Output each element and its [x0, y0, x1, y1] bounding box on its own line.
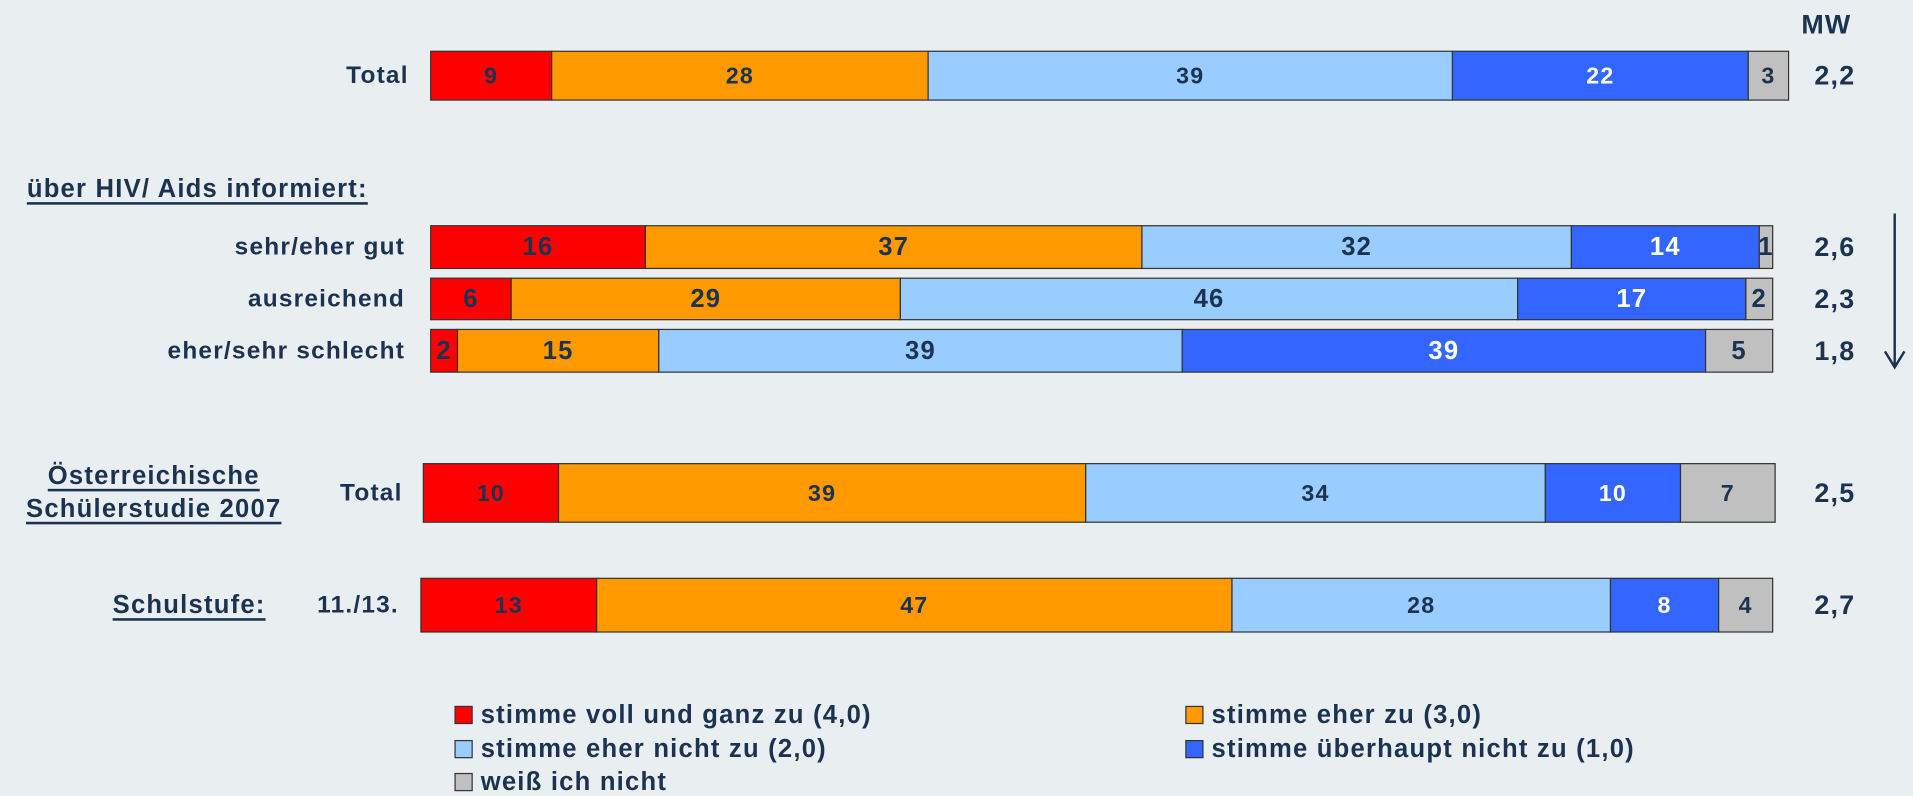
bar-segment	[1758, 225, 1774, 270]
mean-label: 2,2	[1814, 61, 1855, 91]
value-label: 37	[878, 233, 909, 261]
bar-segment	[1231, 577, 1612, 633]
legend-swatch	[454, 772, 473, 792]
legend-swatch	[454, 705, 473, 725]
bar-segment	[1181, 328, 1707, 373]
legend-label: stimme voll und ganz zu (4,0)	[481, 701, 872, 729]
group-label: Schulstufe:	[113, 591, 266, 619]
value-label: 47	[900, 592, 928, 618]
value-label: 17	[1616, 285, 1647, 313]
value-label: 39	[808, 480, 836, 506]
value-label: 13	[495, 592, 523, 618]
mean-label: 2,6	[1814, 232, 1855, 262]
bar-segment	[422, 463, 560, 523]
value-label: 7	[1721, 480, 1735, 506]
bar-segment	[1570, 225, 1760, 270]
bar-segment	[1679, 463, 1776, 523]
value-label: 5	[1731, 337, 1746, 365]
value-label: 8	[1657, 592, 1671, 618]
bar-segment	[430, 225, 647, 270]
value-label: 2	[1752, 285, 1767, 313]
value-label: 16	[523, 233, 554, 261]
value-label: 22	[1586, 63, 1614, 89]
bar-segment	[557, 463, 1087, 523]
legend-label: stimme eher zu (3,0)	[1211, 701, 1482, 729]
mean-label: 2,5	[1814, 478, 1855, 508]
bar-segment	[899, 277, 1519, 321]
value-label: 39	[1176, 63, 1204, 89]
bar-segment	[1609, 577, 1720, 633]
group-label: Schülerstudie 2007	[26, 495, 281, 523]
value-label: 28	[1407, 592, 1435, 618]
category-label: ausreichend	[248, 285, 405, 312]
bar-segment	[596, 577, 1233, 633]
value-label: 4	[1739, 592, 1753, 618]
value-label: 28	[726, 63, 754, 89]
group-label: über HIV/ Aids informiert:	[27, 175, 368, 203]
value-label: 10	[1599, 480, 1627, 506]
legend-swatch	[454, 739, 473, 759]
legend-swatch	[1185, 739, 1204, 759]
category-label: 11./13.	[317, 592, 399, 619]
bar-segment	[1085, 463, 1546, 523]
mean-label: 1,8	[1814, 336, 1855, 366]
bar-segment	[1704, 328, 1774, 373]
bar-segment	[420, 577, 598, 633]
value-label: 34	[1301, 480, 1329, 506]
category-label: eher/sehr schlecht	[168, 337, 406, 364]
bar-segment	[510, 277, 901, 321]
mean-header: MW	[1801, 9, 1851, 39]
legend-label: stimme eher nicht zu (2,0)	[481, 735, 827, 763]
bar-segment	[927, 50, 1454, 101]
value-label: 6	[463, 285, 478, 313]
value-label: 29	[690, 285, 721, 313]
trend-arrow	[1883, 213, 1906, 370]
mean-label: 2,3	[1814, 284, 1855, 314]
bar-segment	[551, 50, 929, 101]
value-label: 1	[1758, 233, 1773, 261]
bar-segment	[430, 277, 512, 321]
legend-label: stimme überhaupt nicht zu (1,0)	[1211, 735, 1634, 763]
bar-segment	[1718, 577, 1774, 633]
category-label: Total	[340, 479, 403, 506]
legend-swatch	[1185, 705, 1204, 725]
value-label: 32	[1341, 233, 1372, 261]
category-label: Total	[346, 62, 409, 89]
value-label: 10	[477, 480, 505, 506]
bar-segment	[1745, 277, 1774, 321]
value-label: 39	[1428, 337, 1459, 365]
value-label: 2	[436, 337, 451, 365]
value-label: 15	[543, 337, 574, 365]
bar-segment	[1517, 277, 1747, 321]
value-label: 14	[1650, 233, 1681, 261]
legend-label: weiß ich nicht	[480, 768, 667, 796]
group-label: Österreichische	[48, 461, 260, 490]
value-label: 3	[1761, 63, 1775, 89]
value-label: 46	[1194, 285, 1225, 313]
mean-label: 2,7	[1814, 590, 1855, 620]
value-label: 39	[905, 337, 936, 365]
bar-segment	[1747, 50, 1790, 101]
value-label: 9	[484, 63, 498, 89]
category-label: sehr/eher gut	[235, 234, 405, 261]
